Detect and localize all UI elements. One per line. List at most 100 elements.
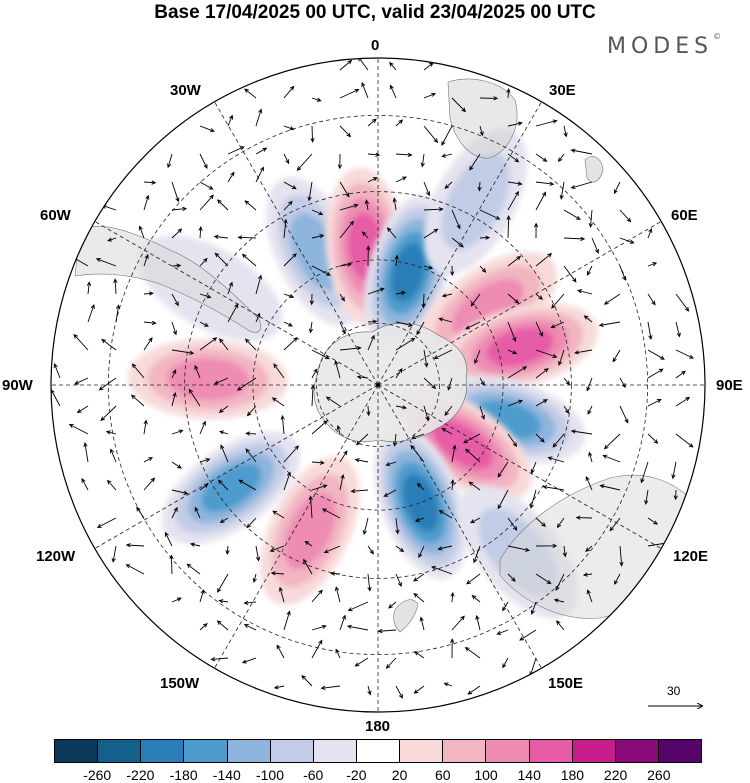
wind-arrow [217,573,229,593]
wind-arrow [441,153,453,158]
wind-arrow [236,377,257,391]
wind-arrow [535,293,544,300]
colorbar-tick-label: 20 [391,767,408,783]
wind-arrow [283,337,298,351]
wind-arrow [283,445,299,463]
wind-arrow [220,444,229,463]
wind-arrow [367,573,372,592]
wind-arrow [246,405,257,417]
colorbar-tick-label: 60 [435,767,451,783]
wind-arrow [199,181,214,190]
south-america-land [74,226,262,333]
wind-arrow [339,474,345,491]
wind-arrow [171,206,188,212]
wind-arrow [563,125,568,138]
colorbar-swatch [184,740,228,762]
wind-arrow [575,515,593,520]
colorbar-swatch [313,740,357,762]
wind-arrow [395,573,402,588]
wind-arrow [330,571,341,576]
wind-arrow [535,349,558,358]
wind-arrow [243,600,257,606]
wind-arrow [339,450,348,463]
wind-arrow [280,414,285,435]
wind-arrow [143,180,157,185]
wind-arrow [283,181,297,190]
wind-arrow [450,265,455,277]
wind-arrow [355,433,369,446]
wind-arrow [367,177,378,183]
wind-arrow [507,545,531,552]
wind-arrow [171,228,183,239]
wind-arrow [602,454,621,463]
wind-arrow [647,262,658,267]
latitude-circle [316,323,440,447]
wind-arrow [464,646,481,659]
wind-arrow [143,253,149,267]
colorbar-swatch [55,740,99,762]
wind-arrow [339,293,345,302]
wind-arrow [619,209,632,223]
wind-arrow [199,153,208,170]
wind-arrow [238,479,257,491]
wind-arrow [556,620,565,631]
wind-arrow [339,181,350,198]
wind-arrow [276,644,285,659]
wind-arrow [586,265,593,276]
wind-arrow [423,125,439,144]
wind-arrow [164,531,173,547]
wind-arrow [603,293,621,305]
wind-arrow [497,489,509,510]
wind-arrow [551,293,565,309]
wind-arrow [311,368,318,379]
wind-arrow [377,628,397,634]
wind-arrow [423,349,429,368]
wind-arrow [507,293,520,304]
wind-arrow [347,601,369,612]
wind-arrow [115,304,121,323]
wind-arrow [441,293,453,298]
wind-arrow [416,482,425,491]
wind-arrow [255,147,268,155]
wind-arrow [367,152,381,157]
wind-arrow [339,614,346,631]
wind-arrow [507,573,516,582]
wind-arrow [272,510,285,519]
wind-arrow [307,181,313,202]
wind-arrow [462,433,481,444]
wind-arrow [423,265,434,270]
lon-label-30e: 30E [549,82,576,99]
wind-arrow [334,586,341,603]
wind-arrow [241,253,257,267]
wind-arrow [227,281,233,295]
wind-arrow [87,304,95,323]
wind-arrow [570,429,593,435]
wind-arrow [675,349,695,359]
wind-arrow [395,337,416,351]
wind-arrow [473,545,481,564]
anomaly-contour [167,357,250,401]
wind-arrow [563,265,577,283]
colorbar-swatch [227,740,271,762]
wind-arrow [199,293,212,299]
wind-arrow [479,405,486,420]
anomaly-contour [284,492,336,570]
wind-arrow [311,420,328,435]
wind-arrow [414,517,425,522]
wind-arrow [198,225,203,239]
wind-arrow [171,489,189,495]
wind-arrow [647,517,659,525]
wind-arrow [475,614,481,631]
wind-arrow [529,489,537,509]
wind-arrow [570,181,593,190]
wind-arrow [507,366,528,379]
wind-arrow [334,360,341,379]
wind-arrow [283,85,295,99]
wind-arrow [449,638,455,659]
wind-arrow [283,153,290,165]
wind-arrow [451,97,467,113]
wind-arrow [533,222,539,239]
wind-arrow [530,601,537,615]
wind-arrow [530,461,537,474]
wind-arrow [479,265,487,273]
